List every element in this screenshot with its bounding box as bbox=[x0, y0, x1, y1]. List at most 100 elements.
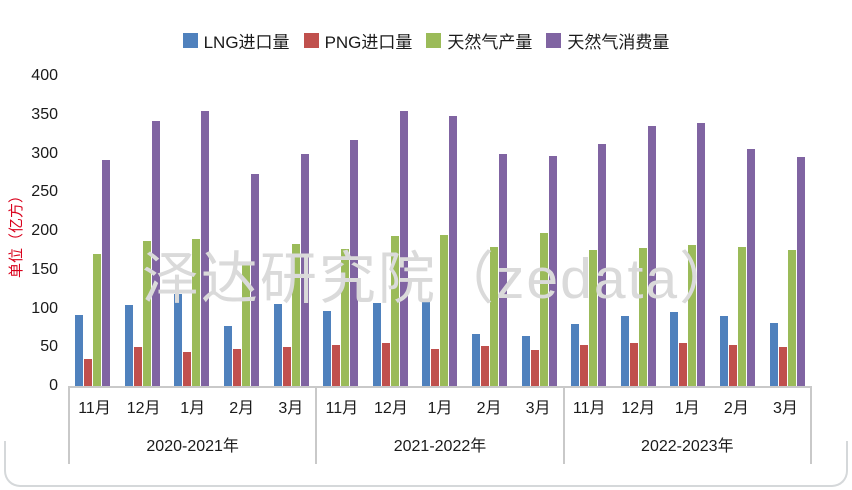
legend-swatch-icon bbox=[303, 32, 319, 48]
month-label-row: 11月 12月 1月 2月 3月 bbox=[565, 388, 810, 424]
bar-cluster bbox=[217, 76, 267, 386]
y-tick-label: 250 bbox=[31, 183, 58, 201]
bar bbox=[548, 155, 557, 386]
bar bbox=[174, 293, 183, 386]
y-tick-label: 150 bbox=[31, 260, 58, 278]
x-axis-group-2: 11月 12月 1月 2月 3月 2022-2023年 bbox=[565, 388, 812, 464]
month-label: 1月 bbox=[427, 400, 453, 417]
bar bbox=[124, 304, 133, 386]
bar-cluster bbox=[713, 76, 763, 386]
bar bbox=[183, 351, 192, 386]
month-label: 1月 bbox=[674, 400, 700, 417]
bar bbox=[499, 153, 508, 386]
bar bbox=[638, 248, 647, 386]
bar bbox=[440, 234, 449, 386]
bar bbox=[224, 326, 233, 386]
bar-group-0 bbox=[68, 76, 316, 386]
month-label-row: 11月 12月 1月 2月 3月 bbox=[70, 388, 315, 424]
legend-label: 天然气产量 bbox=[447, 32, 533, 52]
bar bbox=[151, 120, 160, 386]
month-label: 3月 bbox=[525, 400, 551, 417]
bar bbox=[580, 344, 589, 386]
legend-label: LNG进口量 bbox=[203, 32, 290, 52]
legend-swatch-icon bbox=[426, 32, 442, 48]
bar-cluster bbox=[68, 76, 118, 386]
bar bbox=[390, 236, 399, 386]
bar-cluster bbox=[663, 76, 713, 386]
legend-item-2: 天然气产量 bbox=[426, 28, 532, 53]
legend-label: 天然气消费量 bbox=[567, 32, 670, 52]
bar bbox=[422, 300, 431, 386]
year-group-label: 2020-2021年 bbox=[146, 438, 239, 455]
bar-group-2 bbox=[564, 76, 812, 386]
x-axis: 11月 12月 1月 2月 3月 2020-2021年 11月 12月 1月 2月 3月 2021-2… bbox=[68, 388, 812, 464]
bar bbox=[720, 316, 729, 386]
bar bbox=[472, 334, 481, 386]
bar-cluster bbox=[614, 76, 664, 386]
year-group-label: 2022-2023年 bbox=[641, 438, 734, 455]
bar-cluster bbox=[118, 76, 168, 386]
bar-cluster bbox=[167, 76, 217, 386]
bar-cluster bbox=[266, 76, 316, 386]
bar bbox=[341, 248, 350, 386]
bar bbox=[75, 314, 84, 386]
bar bbox=[201, 110, 210, 386]
month-label: 11月 bbox=[78, 400, 111, 417]
month-label: 2月 bbox=[229, 400, 255, 417]
bar bbox=[769, 323, 778, 386]
bar bbox=[697, 122, 706, 386]
y-tick-label: 0 bbox=[49, 377, 58, 394]
month-label: 3月 bbox=[772, 400, 798, 417]
bar bbox=[589, 250, 598, 386]
legend: LNG进口量 PNG进口量 天然气产量 天然气消费量 bbox=[0, 26, 852, 54]
bar bbox=[251, 174, 260, 386]
y-tick-label: 300 bbox=[31, 144, 58, 162]
legend-swatch-icon bbox=[546, 32, 562, 48]
bar bbox=[670, 312, 679, 386]
legend-item-1: PNG进口量 bbox=[303, 28, 413, 53]
month-label: 11月 bbox=[325, 400, 359, 417]
bar-cluster bbox=[316, 76, 366, 386]
legend-label: PNG进口量 bbox=[324, 32, 413, 52]
bar bbox=[620, 316, 629, 386]
legend-item-0: LNG进口量 bbox=[182, 28, 290, 53]
bar bbox=[521, 335, 530, 386]
bar bbox=[598, 144, 607, 386]
bar-cluster bbox=[366, 76, 416, 386]
bar bbox=[629, 342, 638, 386]
bar-cluster bbox=[762, 76, 812, 386]
bar bbox=[192, 238, 201, 386]
bar bbox=[102, 159, 111, 386]
bar bbox=[449, 116, 458, 386]
bar bbox=[539, 233, 548, 386]
legend-item-3: 天然气消费量 bbox=[546, 28, 669, 53]
bars-layer bbox=[68, 76, 812, 386]
y-tick-label: 350 bbox=[31, 105, 58, 123]
bar bbox=[133, 347, 142, 386]
bar bbox=[738, 246, 747, 386]
bar-cluster bbox=[415, 76, 465, 386]
bar bbox=[332, 344, 341, 386]
month-label: 11月 bbox=[572, 400, 606, 417]
y-tick-label: 50 bbox=[40, 338, 58, 356]
month-label: 12月 bbox=[621, 400, 656, 417]
bar bbox=[399, 110, 408, 386]
bar-group-1 bbox=[316, 76, 564, 386]
year-group-label: 2021-2022年 bbox=[393, 438, 487, 455]
bar bbox=[490, 246, 499, 386]
bar bbox=[647, 126, 656, 386]
month-label: 3月 bbox=[278, 400, 304, 417]
bar bbox=[282, 347, 291, 386]
bar bbox=[778, 347, 787, 386]
bar-cluster bbox=[465, 76, 515, 386]
bar bbox=[273, 303, 282, 386]
bar bbox=[688, 244, 697, 386]
month-label: 12月 bbox=[126, 400, 161, 417]
x-axis-group-0: 11月 12月 1月 2月 3月 2020-2021年 bbox=[68, 388, 318, 464]
bar bbox=[233, 348, 242, 386]
bar-cluster bbox=[564, 76, 614, 386]
bar bbox=[481, 345, 490, 386]
y-tick-label: 400 bbox=[31, 67, 58, 84]
month-label: 1月 bbox=[180, 400, 206, 417]
